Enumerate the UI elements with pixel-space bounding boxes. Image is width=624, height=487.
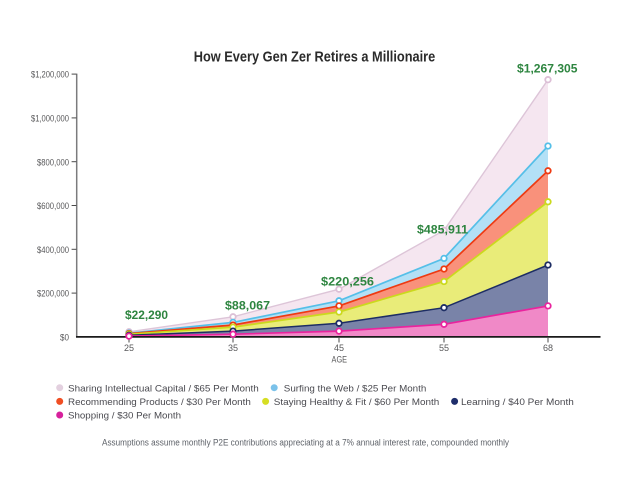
svg-text:Shopping / $30 Per Month: Shopping / $30 Per Month xyxy=(68,411,181,421)
svg-text:$22,290: $22,290 xyxy=(125,310,168,322)
svg-text:$220,256: $220,256 xyxy=(321,277,374,289)
svg-text:$88,067: $88,067 xyxy=(225,300,270,312)
svg-text:55: 55 xyxy=(439,343,449,353)
svg-text:Assumptions assume monthly P2E: Assumptions assume monthly P2E contribut… xyxy=(102,437,510,447)
svg-text:Recommending Products / $30 Pe: Recommending Products / $30 Per Month xyxy=(68,397,251,407)
svg-text:$1,200,000: $1,200,000 xyxy=(31,70,69,81)
svg-text:$0: $0 xyxy=(60,333,69,344)
svg-text:45: 45 xyxy=(334,343,344,353)
svg-text:Learning / $40 Per Month: Learning / $40 Per Month xyxy=(461,397,574,407)
svg-text:$485,911: $485,911 xyxy=(417,224,469,236)
svg-text:$200,000: $200,000 xyxy=(37,289,69,300)
svg-text:$600,000: $600,000 xyxy=(37,201,69,212)
svg-text:$1,000,000: $1,000,000 xyxy=(31,114,69,125)
svg-text:25: 25 xyxy=(124,343,134,353)
svg-text:$1,267,305: $1,267,305 xyxy=(517,64,578,76)
svg-text:How Every Gen Zer Retires a Mi: How Every Gen Zer Retires a Millionaire xyxy=(194,49,436,66)
svg-text:35: 35 xyxy=(228,343,238,353)
svg-text:$800,000: $800,000 xyxy=(37,157,69,168)
svg-text:68: 68 xyxy=(543,343,553,353)
svg-text:Staying Healthy & Fit / $60 Pe: Staying Healthy & Fit / $60 Per Month xyxy=(274,397,439,407)
svg-text:AGE: AGE xyxy=(332,355,348,366)
svg-text:Sharing Intellectual Capital /: Sharing Intellectual Capital / $65 Per M… xyxy=(68,383,259,393)
svg-text:Surfing the Web / $25 Per Mont: Surfing the Web / $25 Per Month xyxy=(284,383,427,393)
svg-text:$400,000: $400,000 xyxy=(37,245,69,256)
